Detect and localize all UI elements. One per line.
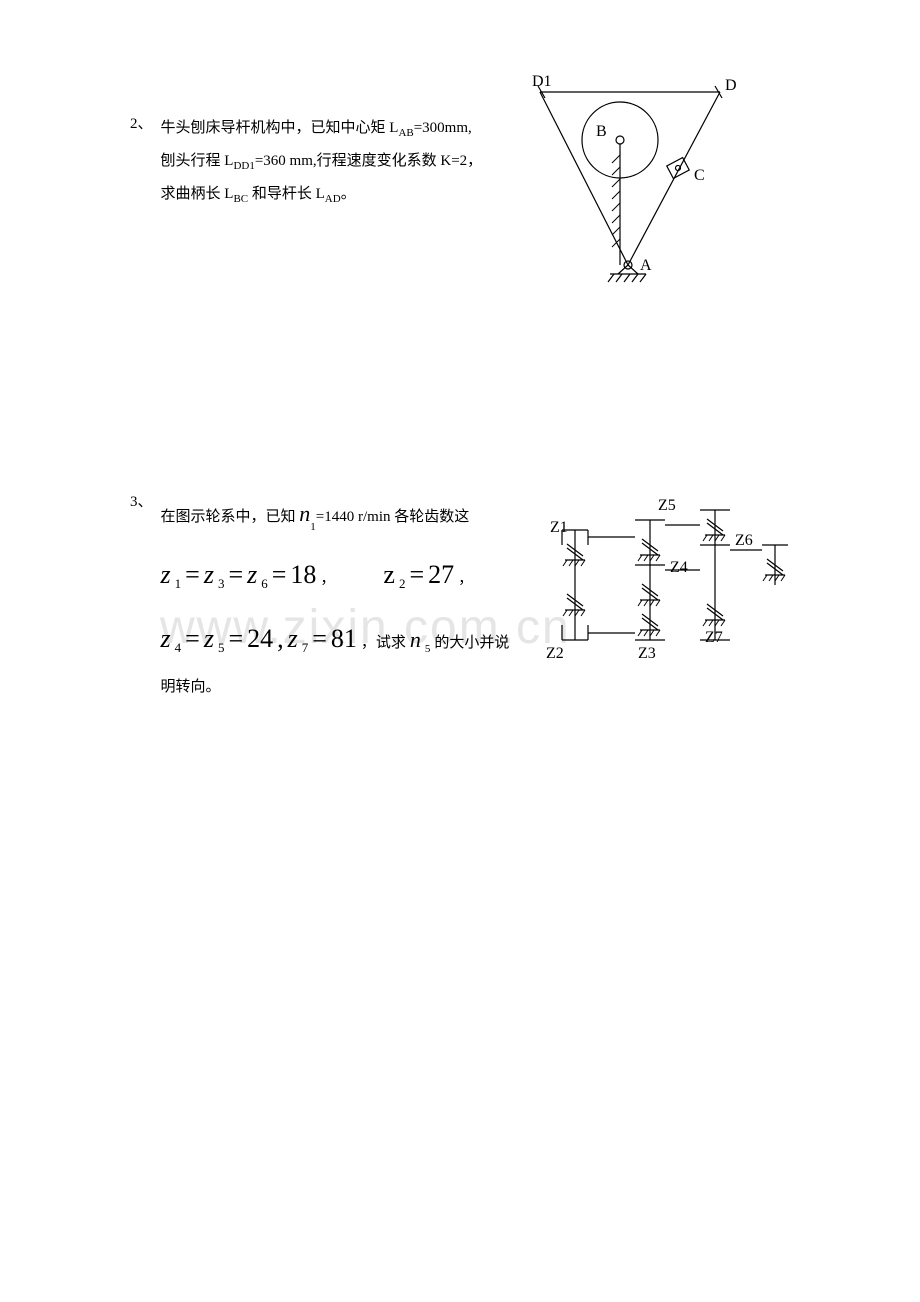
p3-intro-prefix: 在图示轮系中，已知: [161, 509, 300, 525]
p2-line2-prefix: 刨头行程 L: [161, 153, 234, 169]
eq2-z: z: [383, 546, 395, 603]
eq3-s7: 7: [302, 634, 309, 663]
eq3-comma: ,: [277, 610, 284, 667]
eq3-eq1: =: [185, 610, 200, 667]
eq2-eq: =: [409, 546, 424, 603]
eq1-gap: ，: [320, 563, 335, 596]
eq2-rhs: 27: [428, 546, 454, 603]
p2-line1-suffix: =300mm,: [414, 120, 472, 136]
p2-line1-sub1: AB: [398, 127, 413, 139]
eq1-z6: z: [247, 546, 257, 603]
eq1-eq2: =: [228, 546, 243, 603]
label-z4: Z4: [670, 559, 688, 576]
p3-n-var: n: [299, 501, 310, 526]
p2-line2-sub1: DD1: [233, 160, 254, 172]
label-z5: Z5: [658, 497, 676, 514]
trail-sub: 5: [425, 637, 431, 661]
label-a: A: [640, 257, 652, 274]
problem-2-diagram: D1 D B C A: [520, 70, 740, 290]
eq3-z7: z: [288, 610, 298, 667]
p3-intro-mid: =1440 r/min 各轮齿数这: [316, 509, 469, 525]
p2-line2-mid: =360 mm,行程速度变化系数 K=2，: [255, 153, 482, 169]
problem-3-text: 在图示轮系中，已知 n1=1440 r/min 各轮齿数这 z1 = z3 = …: [161, 490, 510, 704]
eq1-z1: z: [161, 546, 171, 603]
eq1-z3: z: [204, 546, 214, 603]
p2-line3-sub1: BC: [233, 193, 248, 205]
eq1-rhs: 18: [290, 546, 316, 603]
label-z2: Z2: [546, 645, 564, 662]
eq3-rhs2: 81: [331, 610, 357, 667]
problem-3-diagram: Z1 Z2 Z3 Z4 Z5 Z6 Z7: [540, 490, 800, 670]
label-b: B: [596, 123, 607, 140]
eq2-gap: ，: [458, 563, 473, 596]
p2-line3-sub2: AD: [325, 193, 341, 205]
eq1-eq1: =: [185, 546, 200, 603]
eq1-s1: 1: [175, 570, 182, 599]
eq2-s: 2: [399, 570, 406, 599]
eq1-eq3: =: [272, 546, 287, 603]
label-z6: Z6: [735, 532, 753, 549]
trail-mid: 的大小并说: [434, 627, 509, 660]
problem-3-number: 3、: [130, 490, 153, 511]
eq3-rhs1: 24: [247, 610, 273, 667]
problem-2-block: 2、 牛头刨床导杆机构中，已知中心矩 LAB=300mm, 刨头行程 LDD1=…: [130, 112, 510, 212]
problem-2-number: 2、: [130, 112, 153, 133]
eq3-z4: z: [161, 610, 171, 667]
eq3-s4: 4: [175, 634, 182, 663]
p3-n-sub: 1: [310, 521, 316, 533]
eq3-s5: 5: [218, 634, 225, 663]
eq1-s6: 6: [261, 570, 268, 599]
trail-n: n: [410, 616, 421, 664]
label-d1: D1: [532, 73, 552, 90]
p2-line3-suffix: 。: [341, 186, 356, 202]
trail-prefix: ，试求: [361, 627, 406, 660]
p2-line1-prefix: 牛头刨床导杆机构中，已知中心矩 L: [161, 120, 399, 136]
p3-last: 明转向。: [161, 679, 221, 695]
label-z3: Z3: [638, 645, 656, 662]
p2-line3-mid: 和导杆长 L: [248, 186, 325, 202]
eq1-s3: 3: [218, 570, 225, 599]
label-z1: Z1: [550, 519, 568, 536]
problem-3-block: 3、 在图示轮系中，已知 n1=1440 r/min 各轮齿数这 z1 = z3…: [130, 490, 540, 704]
label-z7: Z7: [705, 629, 723, 646]
problem-2-text: 牛头刨床导杆机构中，已知中心矩 LAB=300mm, 刨头行程 LDD1=360…: [161, 112, 483, 212]
eq3-eq2: =: [228, 610, 243, 667]
eq3-z5: z: [204, 610, 214, 667]
label-d: D: [725, 77, 737, 94]
label-c: C: [694, 167, 705, 184]
p2-line3-prefix: 求曲柄长 L: [161, 186, 234, 202]
eq3-eq3: =: [312, 610, 327, 667]
